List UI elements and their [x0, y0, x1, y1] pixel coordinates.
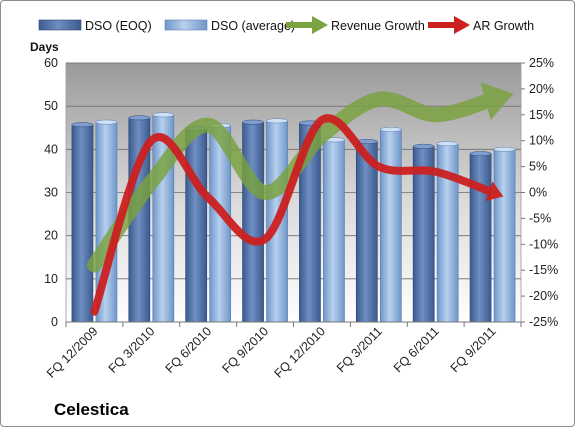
bar-dso-eoq-cap	[242, 119, 264, 125]
chart-title: Celestica	[54, 400, 129, 419]
bar-dso-eoq	[71, 124, 94, 323]
y2-tick-label: 15%	[529, 108, 554, 122]
bar-dso-eoq-cap	[469, 151, 492, 157]
bar-dso-eoq-cap	[128, 115, 151, 121]
y2-tick-label: -15%	[529, 263, 558, 277]
y-tick-label: 50	[44, 99, 58, 113]
y2-tick-label: -25%	[529, 315, 558, 329]
y-tick-label: 0	[51, 315, 58, 329]
bar-dso-eoq-cap	[71, 122, 94, 128]
x-tick-label: FQ 9/2010	[220, 324, 272, 376]
y2-tick-label: -5%	[529, 211, 551, 225]
y2-tick-label: 20%	[529, 82, 554, 96]
legend-label-dso-eoq: DSO (EOQ)	[85, 19, 152, 33]
x-tick-label: FQ 3/2010	[106, 324, 158, 376]
y2-axis-ticks: -25% -20% -15% -10% -5% 0% 5% 10% 15% 20% 25%	[521, 56, 558, 329]
bar-dso-average-cap	[436, 141, 459, 147]
ar-growth-arrowhead	[485, 181, 504, 201]
bar-dso-average-cap	[493, 146, 516, 152]
y2-tick-label: -10%	[529, 237, 558, 251]
bar-dso-eoq	[242, 121, 264, 323]
y-tick-label: 30	[44, 186, 58, 200]
legend: DSO (EOQ) DSO (average) Revenue Growth A…	[38, 16, 534, 34]
bar-dso-average-cap	[152, 112, 175, 118]
y2-tick-label: 25%	[529, 56, 554, 70]
bar-dso-eoq	[185, 128, 208, 323]
bar-dso-average	[379, 129, 402, 323]
y-axis-ticks: 0 10 20 30 40 50 60	[44, 56, 58, 329]
legend-swatch-dso-eoq	[38, 19, 82, 31]
ar-growth-line	[90, 114, 497, 316]
legend-label-ar-growth: AR Growth	[473, 19, 534, 33]
x-tick-label: FQ 6/2010	[163, 324, 215, 376]
x-tick-label: FQ 12/2010	[271, 324, 328, 381]
x-tick-label: FQ 9/2011	[448, 324, 499, 375]
revenue-growth	[86, 82, 514, 273]
bar-dso-average-cap	[380, 127, 402, 132]
x-tick-label: FQ 3/2011	[334, 324, 385, 375]
bar-dso-average	[493, 148, 516, 323]
y-tick-label: 60	[44, 56, 58, 70]
y2-tick-label: 10%	[529, 134, 554, 148]
legend-arrow-ar-growth	[428, 16, 470, 34]
legend-label-revenue-growth: Revenue Growth	[331, 19, 425, 33]
bar-dso-eoq-cap	[412, 143, 435, 149]
y-tick-label: 40	[44, 142, 58, 156]
y2-tick-label: 0%	[529, 186, 547, 200]
legend-label-dso-average: DSO (average)	[211, 19, 295, 33]
x-tick-label: FQ 12/2009	[44, 324, 101, 381]
y-axis-title: Days	[30, 40, 59, 54]
x-tick-label: FQ 6/2011	[391, 324, 442, 375]
y-tick-label: 10	[44, 272, 58, 286]
bar-dso-average	[323, 139, 345, 323]
bar-dso-average-cap	[266, 118, 288, 124]
legend-swatch-dso-average	[164, 19, 208, 31]
x-axis-ticks: FQ 12/2009 FQ 3/2010 FQ 6/2010 FQ 9/2010 FQ …	[44, 322, 522, 381]
revenue-growth-arrowhead	[480, 82, 514, 120]
growth-lines	[86, 82, 514, 316]
bar-dso-eoq	[469, 153, 492, 323]
ar-growth	[90, 114, 504, 316]
bar-dso-eoq	[355, 141, 378, 323]
bar-dso-average-cap	[95, 119, 118, 125]
legend-arrow-revenue-growth	[286, 16, 328, 34]
y-tick-label: 20	[44, 229, 58, 243]
revenue-growth-line	[86, 91, 501, 273]
y2-tick-label: 5%	[529, 160, 547, 174]
y2-tick-label: -20%	[529, 289, 558, 303]
